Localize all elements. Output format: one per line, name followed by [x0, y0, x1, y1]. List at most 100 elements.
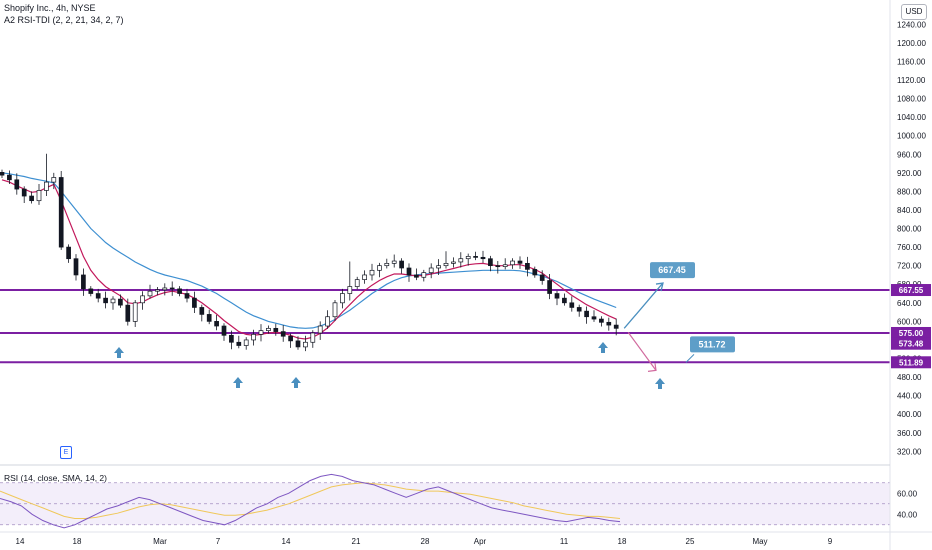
y-tick-label: 1120.00	[897, 76, 926, 85]
candle-body	[192, 297, 197, 308]
candle-body	[88, 288, 94, 294]
candle-body	[576, 307, 582, 312]
candle	[162, 283, 168, 296]
candle	[169, 281, 175, 296]
candle-body	[377, 265, 382, 271]
candle-body	[14, 179, 20, 190]
slow-ma-line	[1, 172, 617, 329]
candle	[29, 191, 34, 204]
x-tick-label: 14	[16, 537, 25, 546]
candle-body	[221, 325, 227, 336]
x-tick-label: 21	[352, 537, 361, 546]
candle-body	[110, 298, 116, 304]
buy-signal-arrow-icon	[655, 378, 665, 389]
candle	[362, 270, 367, 284]
earnings-badge-icon[interactable]: E	[60, 446, 72, 459]
y-tick-label: 880.00	[897, 187, 922, 196]
candle-body	[340, 293, 345, 304]
candle-body	[488, 258, 493, 267]
x-tick-label: 7	[216, 537, 221, 546]
candle-body	[465, 256, 471, 260]
y-tick-label: 320.00	[897, 447, 922, 456]
candle	[539, 270, 545, 285]
y-tick-label: 920.00	[897, 169, 922, 178]
price-level-tag	[891, 284, 931, 297]
candle	[303, 335, 308, 352]
candle-body	[177, 288, 182, 294]
candle-body	[569, 302, 575, 308]
candle	[458, 252, 464, 268]
candle-body	[73, 258, 79, 276]
candle-body	[421, 272, 427, 278]
candle	[517, 256, 523, 269]
target-label-down: 511.72	[698, 339, 725, 349]
candle-body	[613, 324, 619, 329]
candle	[251, 329, 256, 346]
candle	[81, 268, 86, 296]
candle	[584, 306, 589, 324]
rsi-ma-line	[0, 482, 621, 519]
candle-body	[132, 302, 138, 322]
candle-body	[303, 341, 308, 348]
candle	[562, 293, 567, 306]
x-tick-label: Apr	[474, 537, 487, 546]
candle	[532, 266, 538, 278]
candle-body	[280, 331, 286, 337]
candle	[495, 261, 501, 274]
candle	[14, 173, 20, 195]
y-tick-label: 1040.00	[897, 113, 926, 122]
candle-body	[414, 274, 419, 278]
candle	[243, 337, 249, 350]
rsi-tick-label: 40.00	[897, 510, 918, 519]
candle-body	[332, 302, 338, 318]
candle	[229, 330, 234, 350]
candle-body	[391, 260, 397, 264]
candle-body	[206, 314, 212, 322]
candle-body	[502, 264, 508, 267]
candle	[66, 244, 71, 263]
candle-body	[554, 293, 560, 299]
candle-body	[0, 172, 5, 176]
currency-button[interactable]: USD	[901, 4, 927, 20]
candle	[36, 183, 42, 205]
candle-body	[295, 340, 301, 348]
y-tick-label: 360.00	[897, 429, 922, 438]
candle	[132, 300, 138, 327]
candle	[103, 291, 108, 309]
candle-body	[547, 280, 552, 294]
rsi-tick-label: 60.00	[897, 489, 918, 498]
candle-body	[81, 274, 86, 290]
candle	[599, 316, 604, 327]
candle-body	[58, 177, 64, 248]
candle-body	[495, 265, 501, 268]
candle-body	[310, 332, 316, 343]
candle	[510, 258, 515, 269]
price-level-tag	[891, 356, 931, 369]
y-tick-label: 1080.00	[897, 95, 926, 104]
buy-signal-arrow-icon	[114, 347, 124, 358]
price-level-tag	[891, 337, 931, 350]
candle	[266, 325, 271, 334]
candle	[399, 258, 404, 274]
candle-body	[288, 335, 293, 342]
candle-body	[606, 321, 612, 326]
candle-body	[451, 261, 456, 264]
candle-body	[480, 256, 486, 260]
candle-body	[325, 316, 330, 327]
candle-body	[95, 293, 101, 299]
candle-body	[155, 289, 160, 292]
candle	[280, 325, 286, 342]
x-tick-label: Mar	[153, 537, 167, 546]
candle	[258, 324, 264, 342]
candle	[118, 294, 123, 308]
candle	[547, 274, 552, 300]
x-tick-label: 14	[282, 537, 291, 546]
y-tick-label: 400.00	[897, 410, 922, 419]
buy-signal-arrow-icon	[291, 377, 301, 388]
candle-body	[229, 334, 234, 343]
candle	[7, 170, 12, 184]
candle-body	[443, 263, 449, 267]
rsi-legend: RSI (14, close, SMA, 14, 2)	[4, 473, 107, 483]
